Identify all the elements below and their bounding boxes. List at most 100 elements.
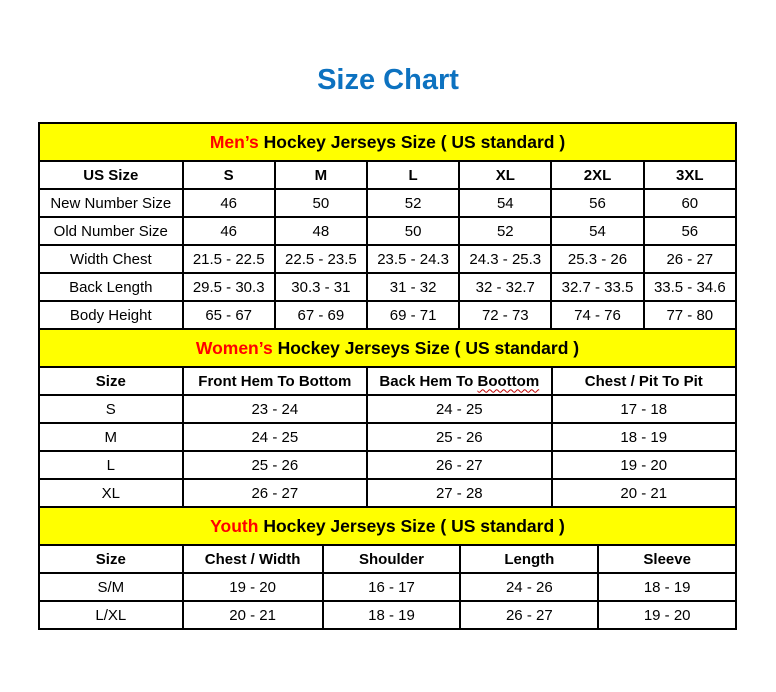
header-cell: Length (459, 544, 600, 574)
table-row: L 25 - 26 26 - 27 19 - 20 (38, 450, 738, 480)
header-cell: XL (458, 160, 553, 190)
mens-section-title: Men’s Hockey Jerseys Size ( US standard … (38, 122, 737, 162)
mens-size-table: Men’s Hockey Jerseys Size ( US standard … (38, 122, 738, 330)
header-cell: Size (38, 544, 184, 574)
value-cell: 20 - 21 (550, 478, 738, 508)
value-cell: 23 - 24 (181, 394, 369, 424)
mens-title-text: Hockey Jerseys Size ( US standard ) (263, 131, 566, 152)
value-cell: 24 - 25 (181, 422, 369, 452)
row-label-cell: XL (38, 478, 184, 508)
row-label-cell: New Number Size (38, 188, 184, 218)
header-cell: Size (38, 366, 184, 396)
mens-section-title-row: Men’s Hockey Jerseys Size ( US standard … (38, 122, 737, 162)
row-label-cell: S (38, 394, 184, 424)
header-cell: L (365, 160, 461, 190)
womens-section-title-row: Women’s Hockey Jerseys Size ( US standar… (38, 328, 737, 368)
value-cell: 27 - 28 (366, 478, 553, 508)
row-label-cell: Width Chest (38, 244, 184, 274)
header-cell: 2XL (550, 160, 645, 190)
youth-title-highlight: Youth (210, 515, 259, 536)
row-label-cell: M (38, 422, 184, 452)
value-cell: 67 - 69 (273, 300, 368, 330)
value-cell: 52 (458, 216, 553, 246)
value-cell: 52 (365, 188, 461, 218)
value-cell: 46 (181, 216, 276, 246)
header-cell: Back Hem To Boottom (366, 366, 553, 396)
value-cell: 29.5 - 30.3 (181, 272, 276, 302)
value-cell: 32 - 32.7 (458, 272, 553, 302)
womens-header-row: Size Front Hem To Bottom Back Hem To Boo… (38, 366, 738, 396)
value-cell: 56 (550, 188, 645, 218)
value-cell: 25 - 26 (366, 422, 553, 452)
table-row: Back Length 29.5 - 30.3 30.3 - 31 31 - 3… (38, 272, 738, 302)
header-cell: S (181, 160, 276, 190)
row-label-cell: Body Height (38, 300, 184, 330)
value-cell: 30.3 - 31 (273, 272, 368, 302)
value-cell: 25 - 26 (181, 450, 369, 480)
value-cell: 74 - 76 (550, 300, 645, 330)
table-row: Width Chest 21.5 - 22.5 22.5 - 23.5 23.5… (38, 244, 738, 274)
header-cell: US Size (38, 160, 184, 190)
value-cell: 19 - 20 (181, 572, 324, 602)
value-cell: 24 - 25 (366, 394, 553, 424)
value-cell: 24 - 26 (459, 572, 600, 602)
value-cell: 22.5 - 23.5 (273, 244, 368, 274)
table-row: M 24 - 25 25 - 26 18 - 19 (38, 422, 738, 452)
value-cell: 18 - 19 (321, 600, 462, 630)
value-cell: 23.5 - 24.3 (365, 244, 461, 274)
value-cell: 16 - 17 (321, 572, 462, 602)
value-cell: 54 (458, 188, 553, 218)
value-cell: 26 - 27 (366, 450, 553, 480)
value-cell: 54 (550, 216, 645, 246)
header-cell: Chest / Width (181, 544, 324, 574)
value-cell: 19 - 20 (550, 450, 738, 480)
table-row: L/XL 20 - 21 18 - 19 26 - 27 19 - 20 (38, 600, 737, 630)
value-cell: 31 - 32 (365, 272, 461, 302)
value-cell: 25.3 - 26 (550, 244, 645, 274)
row-label-cell: S/M (38, 572, 184, 602)
womens-size-table: Women’s Hockey Jerseys Size ( US standar… (38, 328, 738, 508)
youth-header-row: Size Chest / Width Shoulder Length Sleev… (38, 544, 737, 574)
value-cell: 50 (273, 188, 368, 218)
row-label-cell: L (38, 450, 184, 480)
youth-size-table: Youth Hockey Jerseys Size ( US standard … (38, 506, 737, 630)
row-label-cell: Old Number Size (38, 216, 184, 246)
value-cell: 21.5 - 22.5 (181, 244, 276, 274)
womens-title-highlight: Women’s (195, 337, 273, 358)
table-row: Body Height 65 - 67 67 - 69 69 - 71 72 -… (38, 300, 738, 330)
header-cell: 3XL (642, 160, 738, 190)
value-cell: 18 - 19 (597, 572, 737, 602)
table-row: S 23 - 24 24 - 25 17 - 18 (38, 394, 738, 424)
table-row: S/M 19 - 20 16 - 17 24 - 26 18 - 19 (38, 572, 737, 602)
table-row: Old Number Size 46 48 50 52 54 56 (38, 216, 738, 246)
header-cell: Chest / Pit To Pit (550, 366, 738, 396)
youth-section-title-row: Youth Hockey Jerseys Size ( US standard … (38, 506, 737, 546)
value-cell: 46 (181, 188, 276, 218)
value-cell: 65 - 67 (181, 300, 276, 330)
value-cell: 69 - 71 (365, 300, 461, 330)
value-cell: 32.7 - 33.5 (550, 272, 645, 302)
value-cell: 50 (365, 216, 461, 246)
header-text: Back Hem To (379, 372, 474, 390)
value-cell: 17 - 18 (550, 394, 738, 424)
mens-title-highlight: Men’s (209, 131, 259, 152)
misspelled-word: Boottom (477, 372, 540, 390)
header-cell: Shoulder (321, 544, 462, 574)
row-label-cell: L/XL (38, 600, 184, 630)
value-cell: 26 - 27 (459, 600, 600, 630)
value-cell: 72 - 73 (458, 300, 553, 330)
value-cell: 24.3 - 25.3 (458, 244, 553, 274)
womens-section-title: Women’s Hockey Jerseys Size ( US standar… (38, 328, 737, 368)
table-row: New Number Size 46 50 52 54 56 60 (38, 188, 738, 218)
value-cell: 77 - 80 (642, 300, 738, 330)
value-cell: 56 (642, 216, 738, 246)
size-chart-tables: Men’s Hockey Jerseys Size ( US standard … (38, 122, 738, 630)
value-cell: 26 - 27 (642, 244, 738, 274)
value-cell: 20 - 21 (181, 600, 324, 630)
value-cell: 48 (273, 216, 368, 246)
value-cell: 19 - 20 (597, 600, 737, 630)
youth-title-text: Hockey Jerseys Size ( US standard ) (263, 515, 565, 536)
header-cell: Front Hem To Bottom (181, 366, 369, 396)
header-cell: M (273, 160, 368, 190)
value-cell: 18 - 19 (550, 422, 738, 452)
